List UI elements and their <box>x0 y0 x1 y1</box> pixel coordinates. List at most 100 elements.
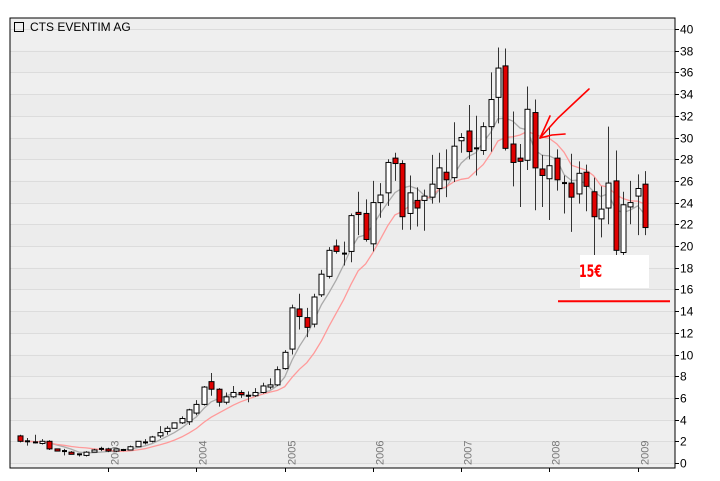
candle-body <box>113 448 120 452</box>
y-tick-label: 10 <box>680 349 694 363</box>
candle-body <box>326 249 333 277</box>
x-tick-label: 2008 <box>551 441 563 465</box>
candle <box>260 382 267 394</box>
candle <box>296 293 303 330</box>
candle-body <box>554 157 561 181</box>
candle <box>99 446 104 452</box>
candle-body <box>605 182 612 209</box>
candle <box>436 152 443 203</box>
candle-body <box>377 194 384 204</box>
candle <box>451 122 458 182</box>
candle-body <box>252 391 259 397</box>
y-tick-label: 26 <box>680 175 694 189</box>
candle-body <box>135 440 142 448</box>
y-tick-label: 2 <box>680 435 687 449</box>
candle-body <box>143 441 148 444</box>
candle <box>605 126 612 225</box>
candle-body <box>260 385 267 393</box>
candle-body <box>517 157 524 162</box>
candle <box>392 152 399 181</box>
legend: CTS EVENTIM AG <box>14 20 131 34</box>
candle-body <box>458 137 465 142</box>
candle-body <box>171 422 178 429</box>
candle <box>568 153 575 232</box>
candle <box>635 174 642 236</box>
candle <box>385 159 392 206</box>
candle-body <box>99 447 104 450</box>
candle <box>480 122 487 155</box>
candle <box>539 154 546 207</box>
candle-body <box>39 440 46 444</box>
candle-body <box>230 391 237 398</box>
candle <box>620 191 627 263</box>
y-tick-label: 4 <box>680 414 687 428</box>
candle-body <box>583 171 590 187</box>
candle-body <box>392 157 399 165</box>
candle-body <box>54 448 61 452</box>
candle-body <box>149 436 156 442</box>
candle-body <box>342 252 347 255</box>
grid-band <box>10 311 675 333</box>
candle <box>554 149 561 191</box>
candle-body <box>304 317 311 328</box>
y-tick-label: 24 <box>680 197 694 211</box>
candle <box>458 133 465 153</box>
candle <box>421 189 428 231</box>
gridlines <box>10 29 675 464</box>
candle <box>201 385 208 406</box>
candle-body <box>363 212 370 240</box>
candle-body <box>164 427 171 433</box>
candle <box>333 239 340 254</box>
candle-body <box>216 388 223 403</box>
x-tick-label: 2003 <box>110 441 122 465</box>
candles <box>17 47 649 457</box>
candle <box>510 111 517 187</box>
candle-body <box>627 202 634 208</box>
candle <box>524 86 531 171</box>
candle-body <box>635 187 642 197</box>
candle-body <box>414 199 421 209</box>
y-tick-label: 22 <box>680 218 694 232</box>
candle <box>17 434 24 443</box>
candle <box>157 426 164 439</box>
candle-body <box>223 396 230 403</box>
candle-body <box>193 403 200 414</box>
y-tick-label: 38 <box>680 45 694 59</box>
candle <box>289 304 296 355</box>
candle-body <box>613 180 620 251</box>
y-tick-label: 28 <box>680 153 694 167</box>
candle-body <box>532 112 539 169</box>
candle <box>105 447 112 453</box>
candle <box>407 175 414 230</box>
grid-band <box>10 267 675 290</box>
candle-body <box>620 204 627 254</box>
candle-body <box>399 163 406 218</box>
candle-body <box>495 67 502 98</box>
candle <box>627 180 634 225</box>
y-tick-label: 34 <box>680 88 694 102</box>
candle <box>414 187 421 227</box>
x-axis-ticks: 2003 2004 2005 2006 2007 2008 2009 <box>108 441 652 472</box>
x-tick-label: 2004 <box>198 441 210 465</box>
candle-body <box>466 130 473 153</box>
candle-body <box>121 448 126 451</box>
candle-body <box>62 450 67 453</box>
candle <box>443 149 450 198</box>
candle-body <box>105 448 112 452</box>
candle-body <box>370 202 377 245</box>
candle <box>598 186 605 238</box>
annotation-label: 15€ <box>579 262 602 282</box>
candle <box>149 435 156 443</box>
grid-band <box>10 441 675 463</box>
candle-body <box>502 65 509 149</box>
candle-body <box>25 440 30 443</box>
candle <box>429 154 436 204</box>
candle <box>495 47 502 124</box>
x-tick-label: 2005 <box>287 441 299 465</box>
candle-body <box>333 245 340 252</box>
candle <box>642 171 649 236</box>
candle <box>193 400 200 416</box>
candle-body <box>355 211 362 216</box>
candle-body <box>246 394 251 397</box>
